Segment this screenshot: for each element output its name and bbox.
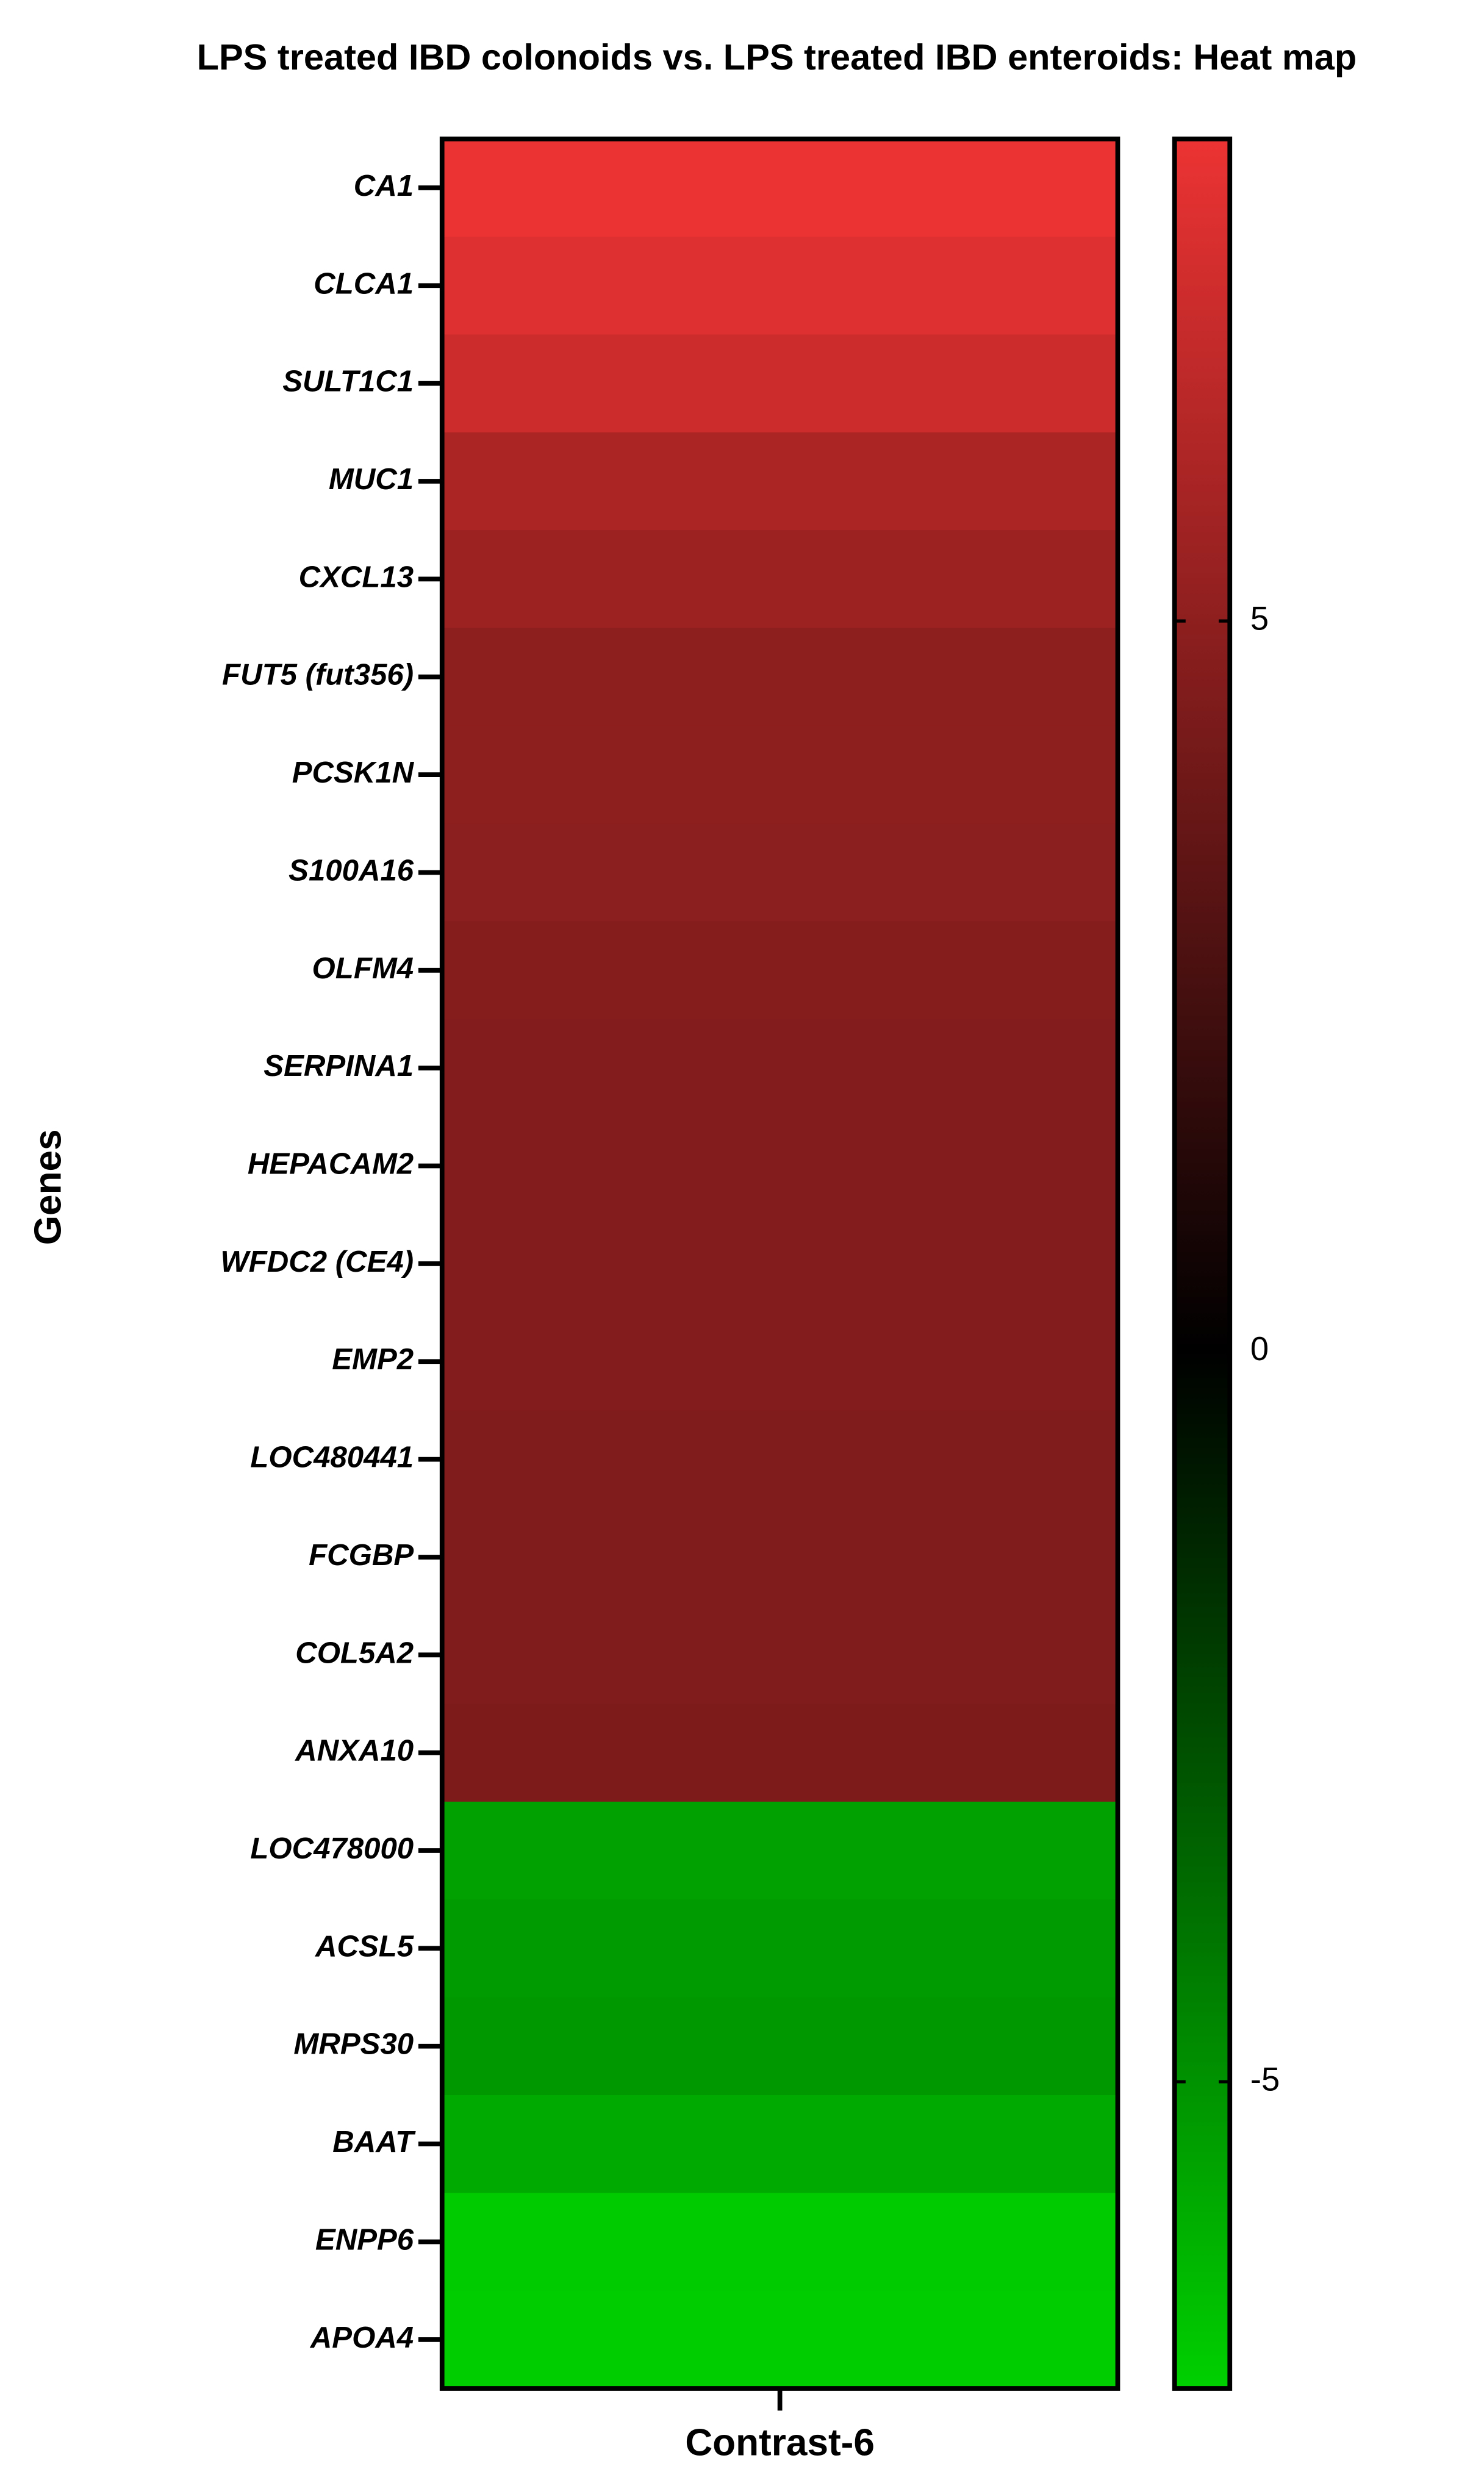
y-tick-label: ENPP6 xyxy=(315,2223,414,2256)
heatmap-cell xyxy=(442,2193,1119,2292)
y-tick-label: HEPACAM2 xyxy=(248,1147,414,1181)
heatmap-cell xyxy=(442,921,1119,1020)
heatmap-cell xyxy=(442,237,1119,335)
y-tick-label: CA1 xyxy=(354,169,414,202)
x-tick-label: Contrast-6 xyxy=(685,2422,875,2464)
y-tick-label: OLFM4 xyxy=(312,951,414,985)
y-tick-label: SERPINA1 xyxy=(263,1049,414,1083)
y-tick-label: CXCL13 xyxy=(299,560,414,593)
y-axis-label: Genes xyxy=(27,1129,69,1245)
heatmap-cell xyxy=(442,1997,1119,2096)
heatmap-cell xyxy=(442,138,1119,238)
y-tick-label: COL5A2 xyxy=(295,1636,414,1669)
heatmap-cell xyxy=(442,628,1119,727)
heatmap-cell xyxy=(442,1801,1119,1901)
heatmap-cell xyxy=(442,1117,1119,1216)
heatmap-cell xyxy=(442,2290,1119,2390)
heatmap-cell xyxy=(442,823,1119,922)
y-tick-label: MUC1 xyxy=(329,462,414,496)
y-tick-label: SULT1C1 xyxy=(282,365,414,398)
y-tick-label: ANXA10 xyxy=(294,1734,414,1768)
color-bar-label: 0 xyxy=(1250,1330,1269,1367)
y-tick-label: PCSK1N xyxy=(292,756,415,789)
heatmap-cell xyxy=(442,1214,1119,1314)
heatmap-cell xyxy=(442,2095,1119,2194)
color-bar-label: -5 xyxy=(1250,2060,1280,2098)
y-tick-label: FCGBP xyxy=(309,1538,414,1572)
heatmap-cell xyxy=(442,334,1119,434)
heatmap-cell xyxy=(442,1313,1119,1411)
y-tick-label: S100A16 xyxy=(289,853,414,887)
heatmap-cell xyxy=(442,530,1119,629)
heatmap-cell xyxy=(442,1508,1119,1607)
y-tick-label: EMP2 xyxy=(332,1342,414,1376)
y-tick-label: CLCA1 xyxy=(314,267,414,300)
y-tick-label: LOC480441 xyxy=(250,1441,414,1474)
heatmap-cell xyxy=(442,432,1119,531)
y-tick-label: LOC478000 xyxy=(250,1832,414,1865)
heatmap-cell xyxy=(442,1606,1119,1705)
heatmap-cell xyxy=(442,1019,1119,1118)
color-bar xyxy=(1172,136,1233,2391)
heatmap-cell xyxy=(442,1704,1119,1803)
y-tick-label: WFDC2 (CE4) xyxy=(220,1245,414,1278)
y-tick-label: FUT5 (fut356) xyxy=(222,658,414,692)
chart-title: LPS treated IBD colonoids vs. LPS treate… xyxy=(197,37,1357,77)
y-tick-label: ACSL5 xyxy=(314,1929,414,1963)
heatmap-cell xyxy=(442,1410,1119,1510)
heatmap-cell xyxy=(442,1899,1119,1998)
y-tick-label: APOA4 xyxy=(309,2321,414,2354)
y-tick-label: BAAT xyxy=(332,2125,416,2159)
heatmap-cell xyxy=(442,725,1119,825)
y-tick-label: MRPS30 xyxy=(293,2027,414,2061)
color-bar-label: 5 xyxy=(1250,600,1269,637)
